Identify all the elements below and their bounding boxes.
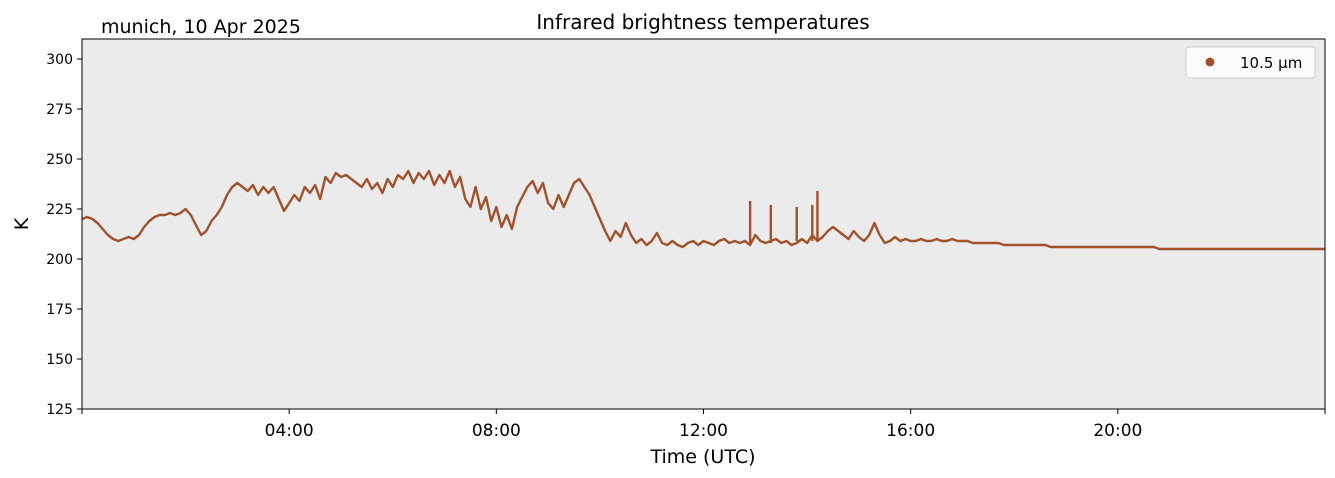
series-line-10-5um (81, 169, 1325, 251)
legend-label-10-5um: 10.5 µm (1240, 54, 1302, 72)
plot-background (82, 39, 1325, 409)
y-tick-label: 275 (46, 102, 73, 118)
x-tick-label: 12:00 (679, 421, 728, 441)
legend: 10.5 µm (1185, 46, 1316, 79)
legend-marker-10-5um (1205, 57, 1215, 67)
x-tick-label: 20:00 (1093, 421, 1142, 441)
y-tick-label: 200 (46, 252, 73, 268)
y-axis: 125 150 175 200 225 250 275 300 (46, 52, 82, 418)
y-axis-label: K (11, 217, 33, 230)
y-tick-label: 150 (46, 352, 73, 368)
y-tick-label: 225 (46, 202, 73, 218)
x-tick-label: 04:00 (265, 421, 314, 441)
x-axis-label: Time (UTC) (649, 446, 755, 468)
y-tick-label: 175 (46, 302, 73, 318)
x-tick-label: 16:00 (886, 421, 935, 441)
x-axis: 04:00 08:00 12:00 16:00 20:00 (81, 409, 1326, 441)
y-tick-label: 125 (46, 402, 73, 418)
location-date-label: munich, 10 Apr 2025 (101, 16, 301, 38)
chart-title: Infrared brightness temperatures (536, 10, 869, 34)
legend-box (1185, 46, 1316, 79)
y-tick-label: 250 (46, 152, 73, 168)
series-layer (81, 169, 1325, 251)
y-tick-label: 300 (46, 52, 73, 68)
x-tick-label: 08:00 (472, 421, 521, 441)
